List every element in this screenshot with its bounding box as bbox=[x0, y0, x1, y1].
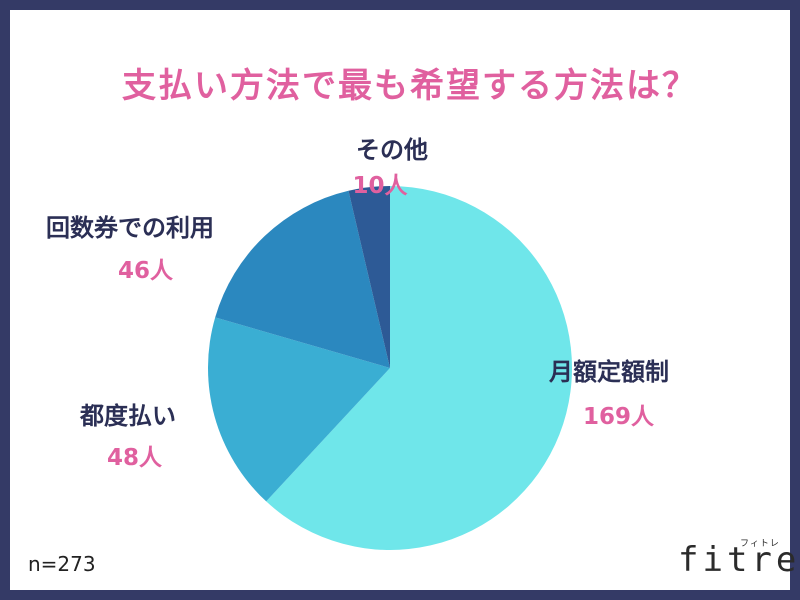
sample-size-label: n=273 bbox=[28, 552, 96, 576]
pie-slice-coupon bbox=[215, 190, 390, 368]
slice-value-coupon: 46人 bbox=[118, 258, 174, 284]
slice-value-monthly: 169人 bbox=[583, 404, 655, 430]
chart-title: 支払い方法で最も希望する方法は？ bbox=[122, 66, 698, 106]
brand-logo-kana: フィトレ bbox=[740, 539, 780, 549]
brand-logo: fitre bbox=[678, 540, 800, 580]
slice-label-other: その他 bbox=[356, 136, 428, 164]
pie-slice-other bbox=[348, 186, 390, 368]
slice-label-monthly: 月額定額制 bbox=[549, 358, 669, 386]
slice-label-pay-per-visit: 都度払い bbox=[80, 402, 176, 430]
pie-slice-monthly bbox=[266, 186, 572, 550]
slice-value-pay-per-visit: 48人 bbox=[107, 445, 163, 471]
slice-value-other: 10人 bbox=[352, 173, 408, 199]
pie-slice-pay-per-visit bbox=[207, 317, 390, 502]
slice-label-coupon: 回数券での利用 bbox=[46, 214, 214, 242]
